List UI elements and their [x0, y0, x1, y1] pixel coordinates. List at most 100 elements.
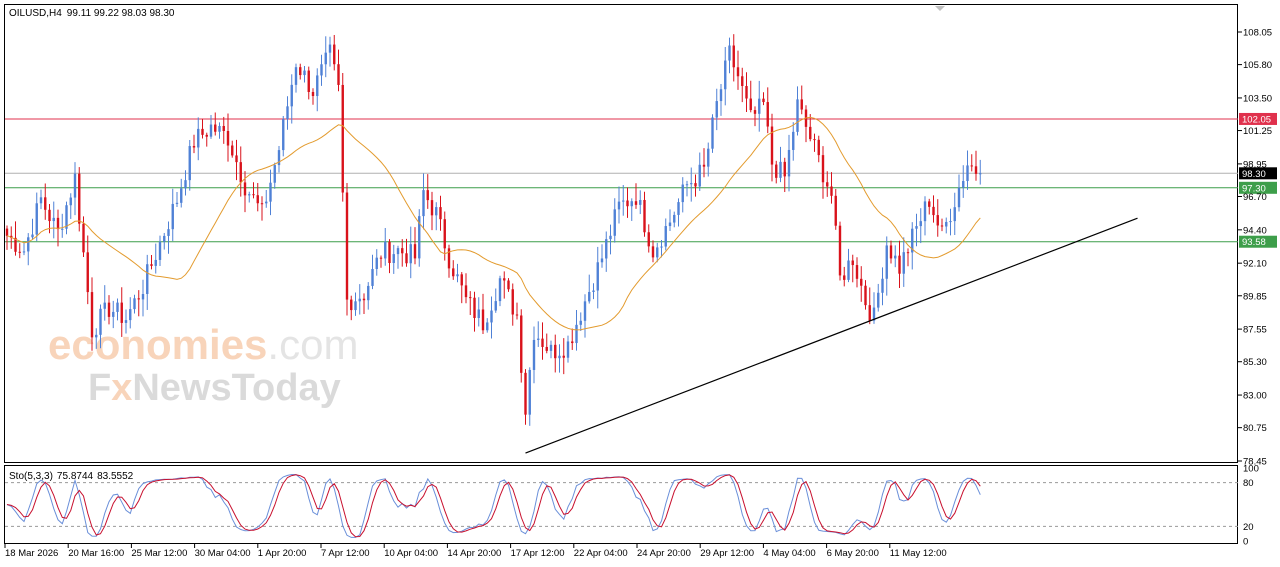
- candle-bullish: [698, 152, 701, 191]
- candle-bullish: [877, 283, 880, 312]
- candle-bearish: [201, 118, 204, 139]
- candle-bearish: [974, 150, 978, 181]
- candle-bullish: [396, 245, 400, 269]
- y-tick-label: 105.80: [1243, 60, 1272, 71]
- candle-bullish: [375, 249, 378, 276]
- candle-bearish: [736, 50, 740, 90]
- candle-bullish: [99, 304, 102, 349]
- candle-bullish: [660, 239, 663, 258]
- candle-bearish: [770, 113, 774, 182]
- candle-bullish: [324, 36, 327, 78]
- candle-bullish: [707, 142, 710, 177]
- x-tick-label: 7 Apr 12:00: [321, 548, 370, 559]
- oscillator-scale-label: 80: [1243, 478, 1254, 489]
- candle-bullish: [180, 178, 183, 208]
- candle-bullish: [116, 298, 119, 321]
- candle-bearish: [460, 272, 463, 304]
- candle-bullish: [787, 134, 791, 192]
- candle-bearish: [651, 240, 655, 263]
- candle-bullish: [719, 83, 723, 116]
- candle-bullish: [881, 267, 884, 306]
- oscillator-scale-label: 100: [1243, 464, 1259, 475]
- candle-bearish: [205, 132, 208, 147]
- level-tag: [1239, 181, 1277, 194]
- candle-bullish: [962, 165, 965, 198]
- candle-bearish: [855, 257, 859, 288]
- candle-bearish: [626, 187, 629, 218]
- candle-bearish: [732, 34, 735, 82]
- candle-bearish: [749, 80, 752, 113]
- candle-bearish: [426, 174, 429, 209]
- candle-bullish: [847, 248, 850, 283]
- oscillator-panel-frame: [4, 465, 1238, 544]
- candle-bullish: [209, 115, 213, 139]
- y-tick-label: 80.75: [1243, 423, 1267, 434]
- candle-bearish: [762, 92, 765, 106]
- candle-bullish: [248, 191, 251, 203]
- candle-bearish: [571, 328, 574, 350]
- x-tick-label: 17 Apr 12:00: [511, 548, 565, 559]
- candle-bullish: [286, 96, 289, 130]
- x-tick-label: 11 May 12:00: [890, 548, 947, 559]
- level-tag: [1239, 235, 1277, 248]
- candle-bearish: [753, 106, 757, 127]
- x-tick-label: 10 Apr 04:00: [384, 548, 438, 559]
- candle-bearish: [333, 34, 336, 71]
- candle-bearish: [256, 182, 259, 212]
- x-tick-label: 29 Apr 12:00: [700, 548, 754, 559]
- x-tick-label: 30 Mar 04:00: [195, 548, 251, 559]
- trendline: [525, 217, 1138, 454]
- candle-bearish: [260, 196, 264, 221]
- y-tick-label: 101.25: [1243, 126, 1272, 137]
- candle-bearish: [741, 67, 744, 103]
- candle-bullish: [668, 209, 672, 232]
- candle-bearish: [231, 140, 234, 158]
- level-tag: [1239, 112, 1277, 125]
- candle-bearish: [634, 183, 638, 209]
- candle-bullish: [65, 201, 68, 235]
- candle-bullish: [171, 188, 174, 242]
- oscillator-scale-label: 20: [1243, 522, 1254, 533]
- candle-bearish: [481, 293, 485, 334]
- candle-bullish: [957, 174, 961, 212]
- candle-bullish: [158, 235, 162, 267]
- time-axis: 18 Mar 2026 20 Mar 16:00 25 Mar 12:00 30 Ma…: [4, 544, 947, 559]
- candle-bullish: [35, 192, 38, 242]
- candle-bearish: [90, 277, 94, 351]
- candle-bearish: [515, 302, 519, 320]
- candle-bullish: [579, 312, 582, 331]
- candle-bearish: [766, 87, 769, 134]
- x-tick-label: 24 Apr 20:00: [637, 548, 691, 559]
- candle-bullish: [592, 283, 595, 300]
- candle-bearish: [817, 135, 820, 163]
- candle-bullish: [639, 190, 642, 215]
- candle-bearish: [775, 160, 778, 184]
- candle-bullish: [630, 198, 633, 221]
- candle-bearish: [868, 287, 871, 325]
- x-tick-label: 1 Apr 20:00: [258, 548, 307, 559]
- candle-bullish: [498, 275, 502, 307]
- candle-bearish: [554, 334, 557, 373]
- y-tick-label: 103.50: [1243, 93, 1272, 104]
- candle-bullish: [354, 292, 357, 316]
- y-tick-label: 87.55: [1243, 325, 1267, 336]
- candle-bullish: [528, 367, 531, 426]
- candle-bullish: [758, 80, 761, 132]
- candle-bearish: [970, 154, 973, 172]
- candle-bullish: [872, 292, 876, 324]
- candle-bearish: [44, 183, 47, 220]
- candle-bearish: [430, 191, 434, 231]
- candle-bullish: [549, 340, 553, 359]
- candle-bearish: [120, 287, 123, 337]
- x-tick-label: 14 Apr 20:00: [447, 548, 501, 559]
- last-price-label: 98.30: [1242, 169, 1266, 180]
- candle-bearish: [439, 195, 442, 231]
- candle-bullish: [418, 209, 421, 267]
- candle-bullish: [303, 66, 306, 83]
- candle-bullish: [95, 328, 98, 349]
- candle-bearish: [813, 133, 816, 152]
- candle-bullish: [265, 189, 268, 208]
- candle-bearish: [928, 198, 931, 215]
- candle-bearish: [443, 211, 446, 261]
- chart-header: OILUSD,H4 99.11 99.22 98.03 98.30: [9, 8, 175, 19]
